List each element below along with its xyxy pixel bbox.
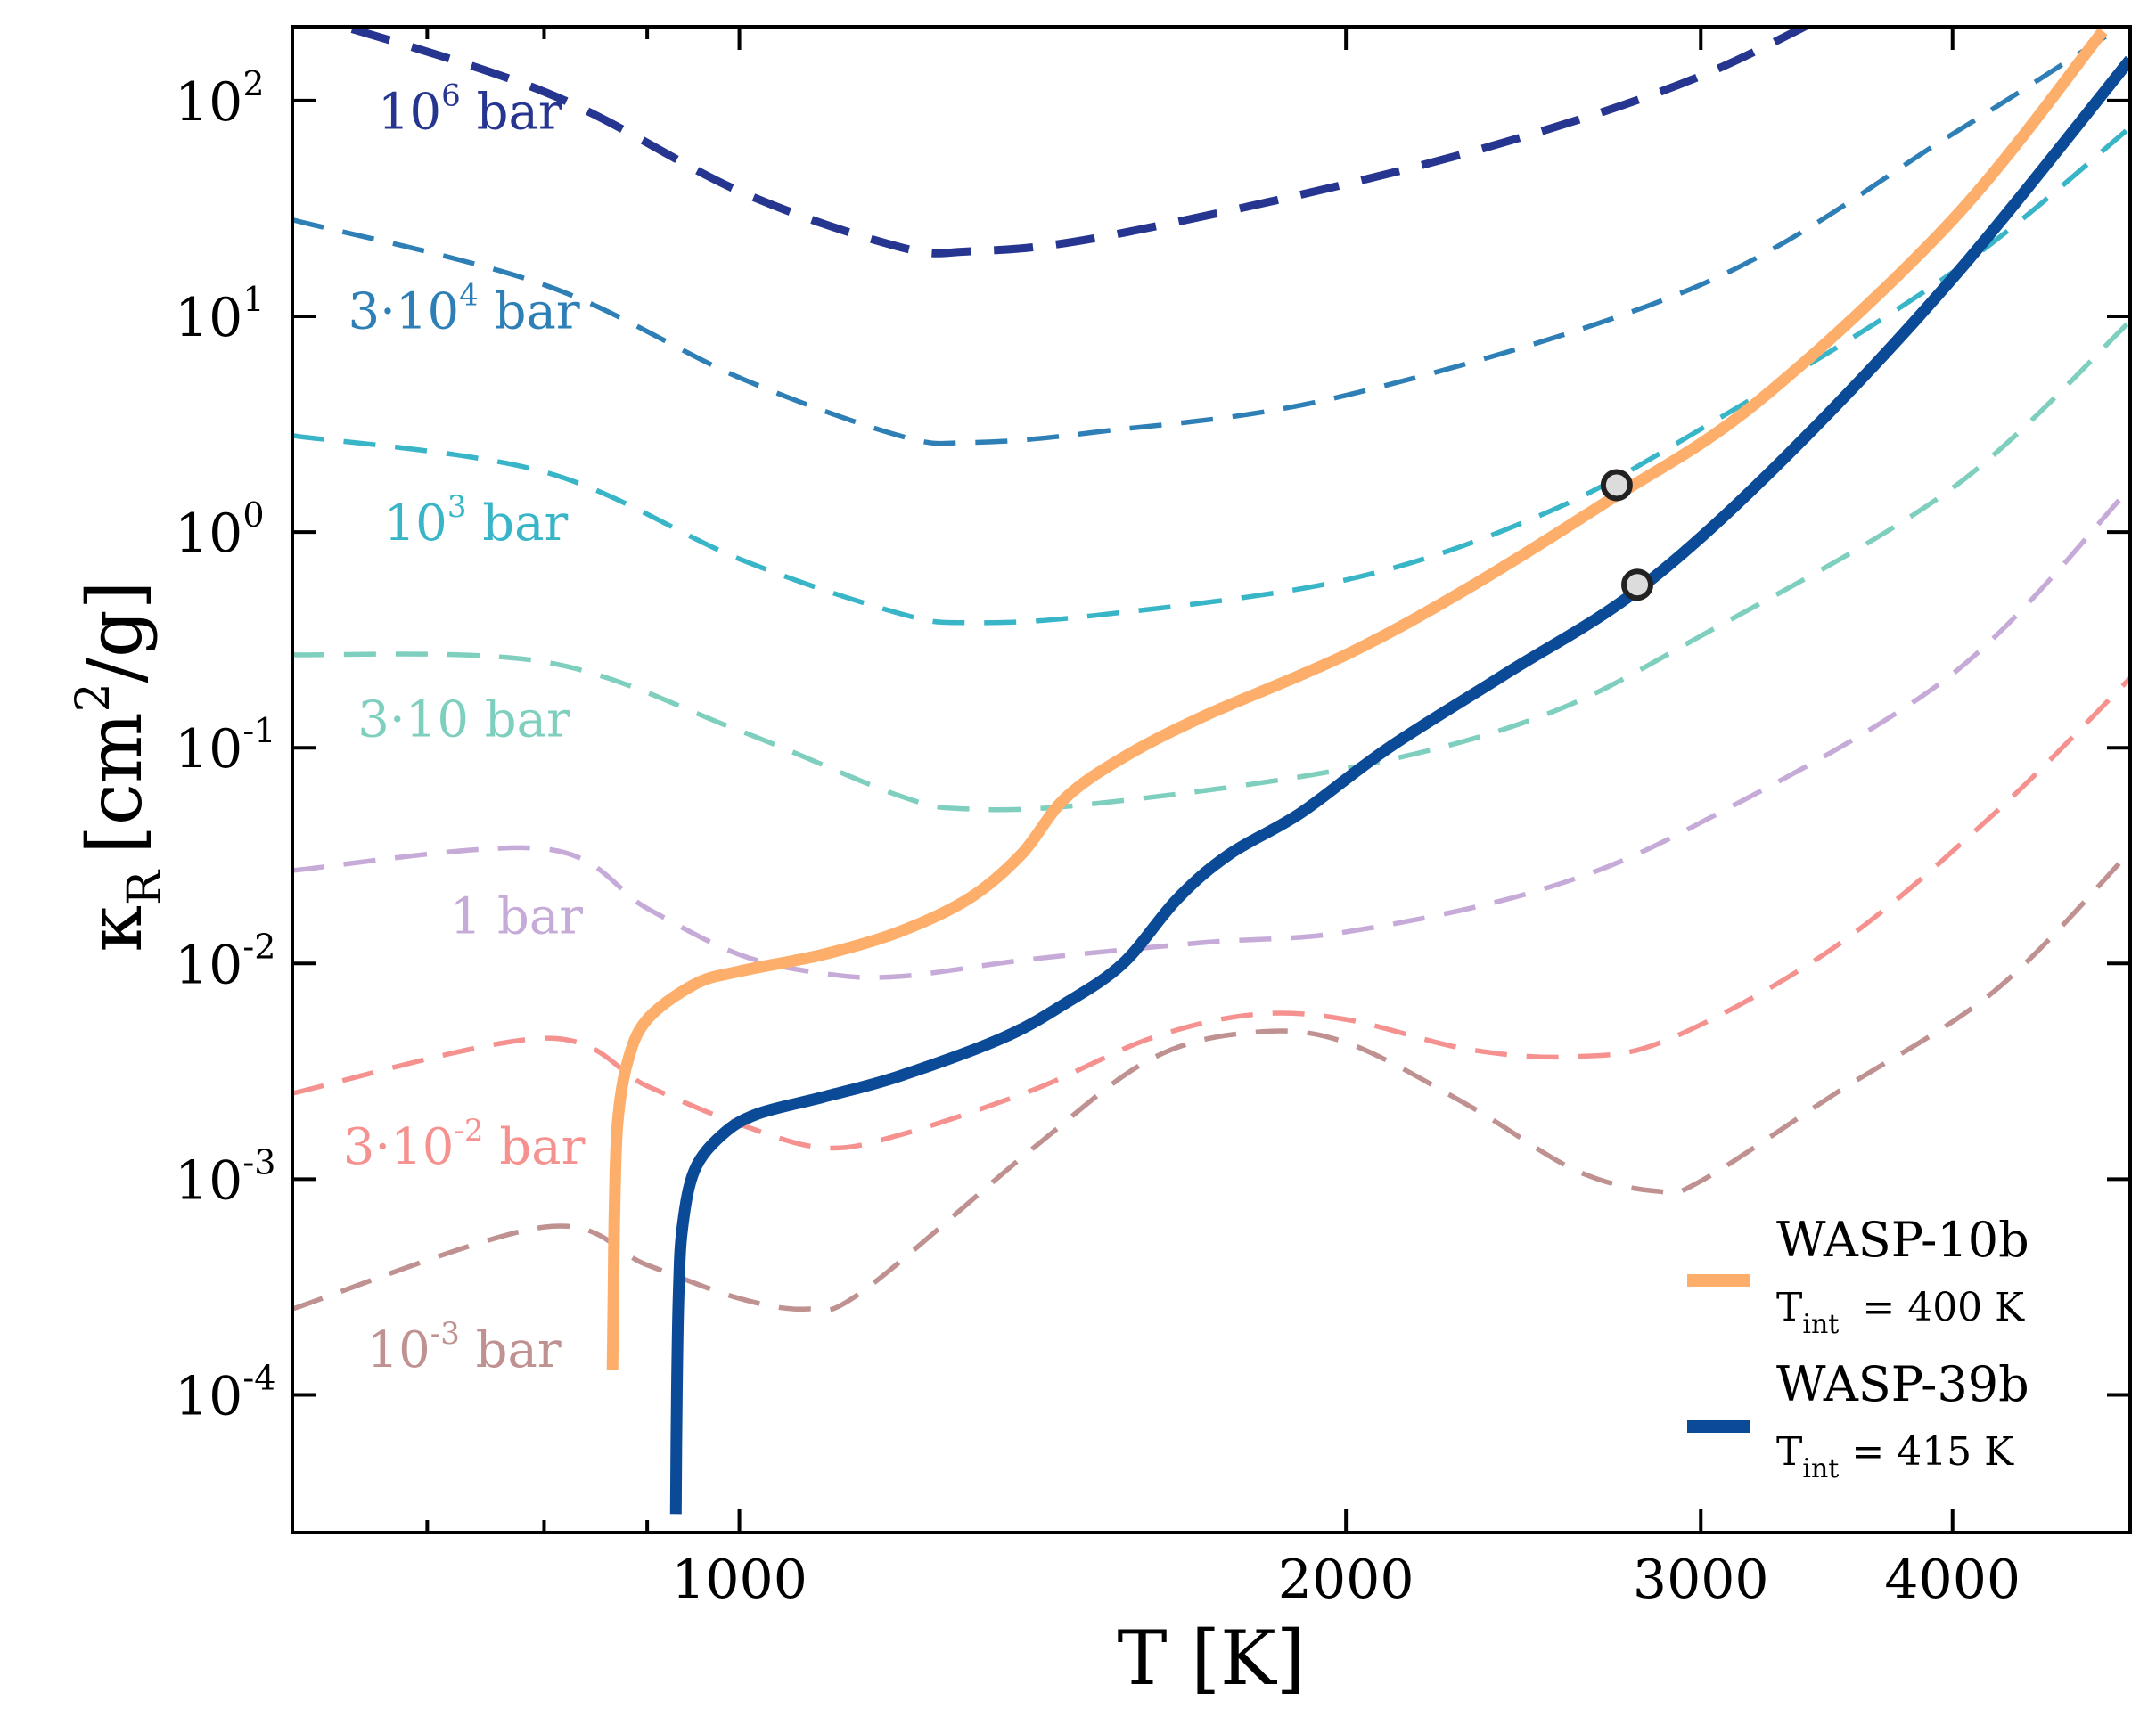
- legend-sub-value-wasp10b: = 400 K: [1862, 1285, 2025, 1330]
- y-axis-symbol: κ: [71, 905, 159, 953]
- isobar-label-10-3-bar: 10-3 bar: [366, 1316, 561, 1379]
- legend: WASP-10b Tint = 400 K WASP-39b Tint = 415 …: [1687, 1212, 2029, 1484]
- y-axis-title: κR [cm2/g]: [67, 580, 172, 952]
- isobar-label-3-10-4-bar: 3·104 bar: [348, 277, 579, 340]
- y-tick-label: 10-4: [175, 1358, 275, 1427]
- isobar-line-3-10-2-bar: [292, 676, 2130, 1151]
- legend-title-wasp39b: WASP-39b: [1776, 1356, 2029, 1412]
- y-tick-label: 100: [175, 495, 265, 565]
- profile-markers: [1600, 469, 1654, 601]
- legend-sub-index-wasp10b: int: [1802, 1309, 1839, 1340]
- legend-sub-symbol-wasp10b: T: [1776, 1285, 1802, 1330]
- x-axis-title: T [K]: [1117, 1615, 1305, 1702]
- profile-line-wasp-39b: [669, 55, 2130, 1515]
- isobar-label-3-10-2-bar: 3·10-2 bar: [343, 1113, 586, 1176]
- isobar-line-10-3-bar: [292, 125, 2130, 626]
- svg-text:κR[cm2/g]: κR [cm2/g]: [67, 580, 172, 952]
- y-axis-unit-suffix: /g]: [71, 580, 159, 683]
- isobar-labels: 106 bar 3·104 bar 103 bar 3·10 bar 1 bar 3·10…: [343, 78, 586, 1379]
- x-tick-label: 1000: [671, 1549, 807, 1611]
- y-tick-labels: 10-4 10-3 10-2 10-1 100 101 102: [175, 64, 275, 1428]
- y-tick-label: 10-3: [175, 1142, 275, 1212]
- isobar-label-10-6-bar: 106 bar: [378, 78, 562, 142]
- marker-wasp-39b: [1621, 568, 1654, 601]
- axis-ticks: [292, 27, 2130, 1533]
- legend-sub-value-wasp39b: = 415 K: [1851, 1429, 2014, 1475]
- legend-sub-wasp39b: Tint = 415 K: [1776, 1429, 2014, 1484]
- x-tick-label: 4000: [1884, 1549, 2021, 1611]
- y-axis-unit-prefix: [cm: [71, 712, 159, 854]
- y-axis-subscript: R: [119, 869, 172, 905]
- marker-wasp-10b: [1600, 469, 1633, 502]
- isobar-curves: [292, 27, 2130, 1313]
- y-tick-label: 10-1: [175, 711, 275, 781]
- isobar-line-3-10-bar: [292, 319, 2130, 813]
- isobar-line-10-6-bar: [330, 27, 1814, 258]
- isobar-line-10-3-bar: [292, 849, 2130, 1313]
- x-tick-label: 3000: [1633, 1549, 1769, 1611]
- legend-title-wasp10b: WASP-10b: [1776, 1212, 2029, 1268]
- y-tick-label: 101: [175, 280, 265, 349]
- profile-curves: [606, 27, 2130, 1515]
- isobar-label-3-10-bar: 3·10 bar: [357, 691, 570, 748]
- x-tick-label: 2000: [1278, 1549, 1414, 1611]
- profile-line-wasp-10b: [606, 27, 2108, 1370]
- y-tick-label: 10-2: [175, 927, 275, 996]
- plot-frame: [291, 25, 2132, 1534]
- x-tick-labels: 1000 2000 3000 4000: [671, 1549, 2021, 1611]
- isobar-label-1-bar: 1 bar: [450, 887, 584, 945]
- isobar-label-10-3-bar: 103 bar: [384, 489, 569, 552]
- legend-sub-index-wasp39b: int: [1802, 1453, 1839, 1484]
- y-tick-label: 102: [175, 64, 265, 134]
- y-axis-unit-exp: 2: [67, 683, 120, 712]
- isobar-line-3-10-4-bar: [292, 27, 2126, 446]
- legend-sub-symbol-wasp39b: T: [1776, 1429, 1802, 1475]
- legend-sub-wasp10b: Tint = 400 K: [1776, 1285, 2025, 1340]
